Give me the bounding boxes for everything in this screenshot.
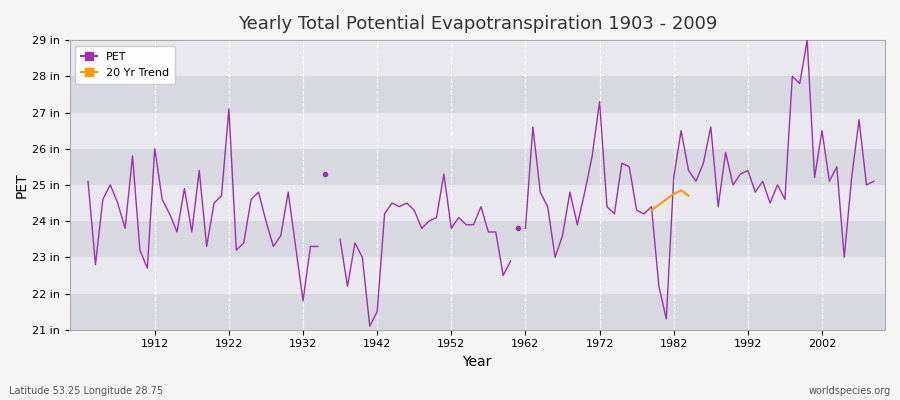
Bar	[69, 185, 885, 221]
X-axis label: Year: Year	[463, 355, 492, 369]
Bar	[69, 149, 885, 185]
Bar	[69, 40, 885, 76]
Text: Latitude 53.25 Longitude 28.75: Latitude 53.25 Longitude 28.75	[9, 386, 163, 396]
Text: worldspecies.org: worldspecies.org	[809, 386, 891, 396]
Bar	[69, 112, 885, 149]
Y-axis label: PET: PET	[15, 172, 29, 198]
Bar	[69, 221, 885, 257]
Bar	[69, 257, 885, 294]
Bar	[69, 294, 885, 330]
Title: Yearly Total Potential Evapotranspiration 1903 - 2009: Yearly Total Potential Evapotranspiratio…	[238, 15, 717, 33]
Legend: PET, 20 Yr Trend: PET, 20 Yr Trend	[75, 46, 175, 84]
Bar	[69, 76, 885, 112]
